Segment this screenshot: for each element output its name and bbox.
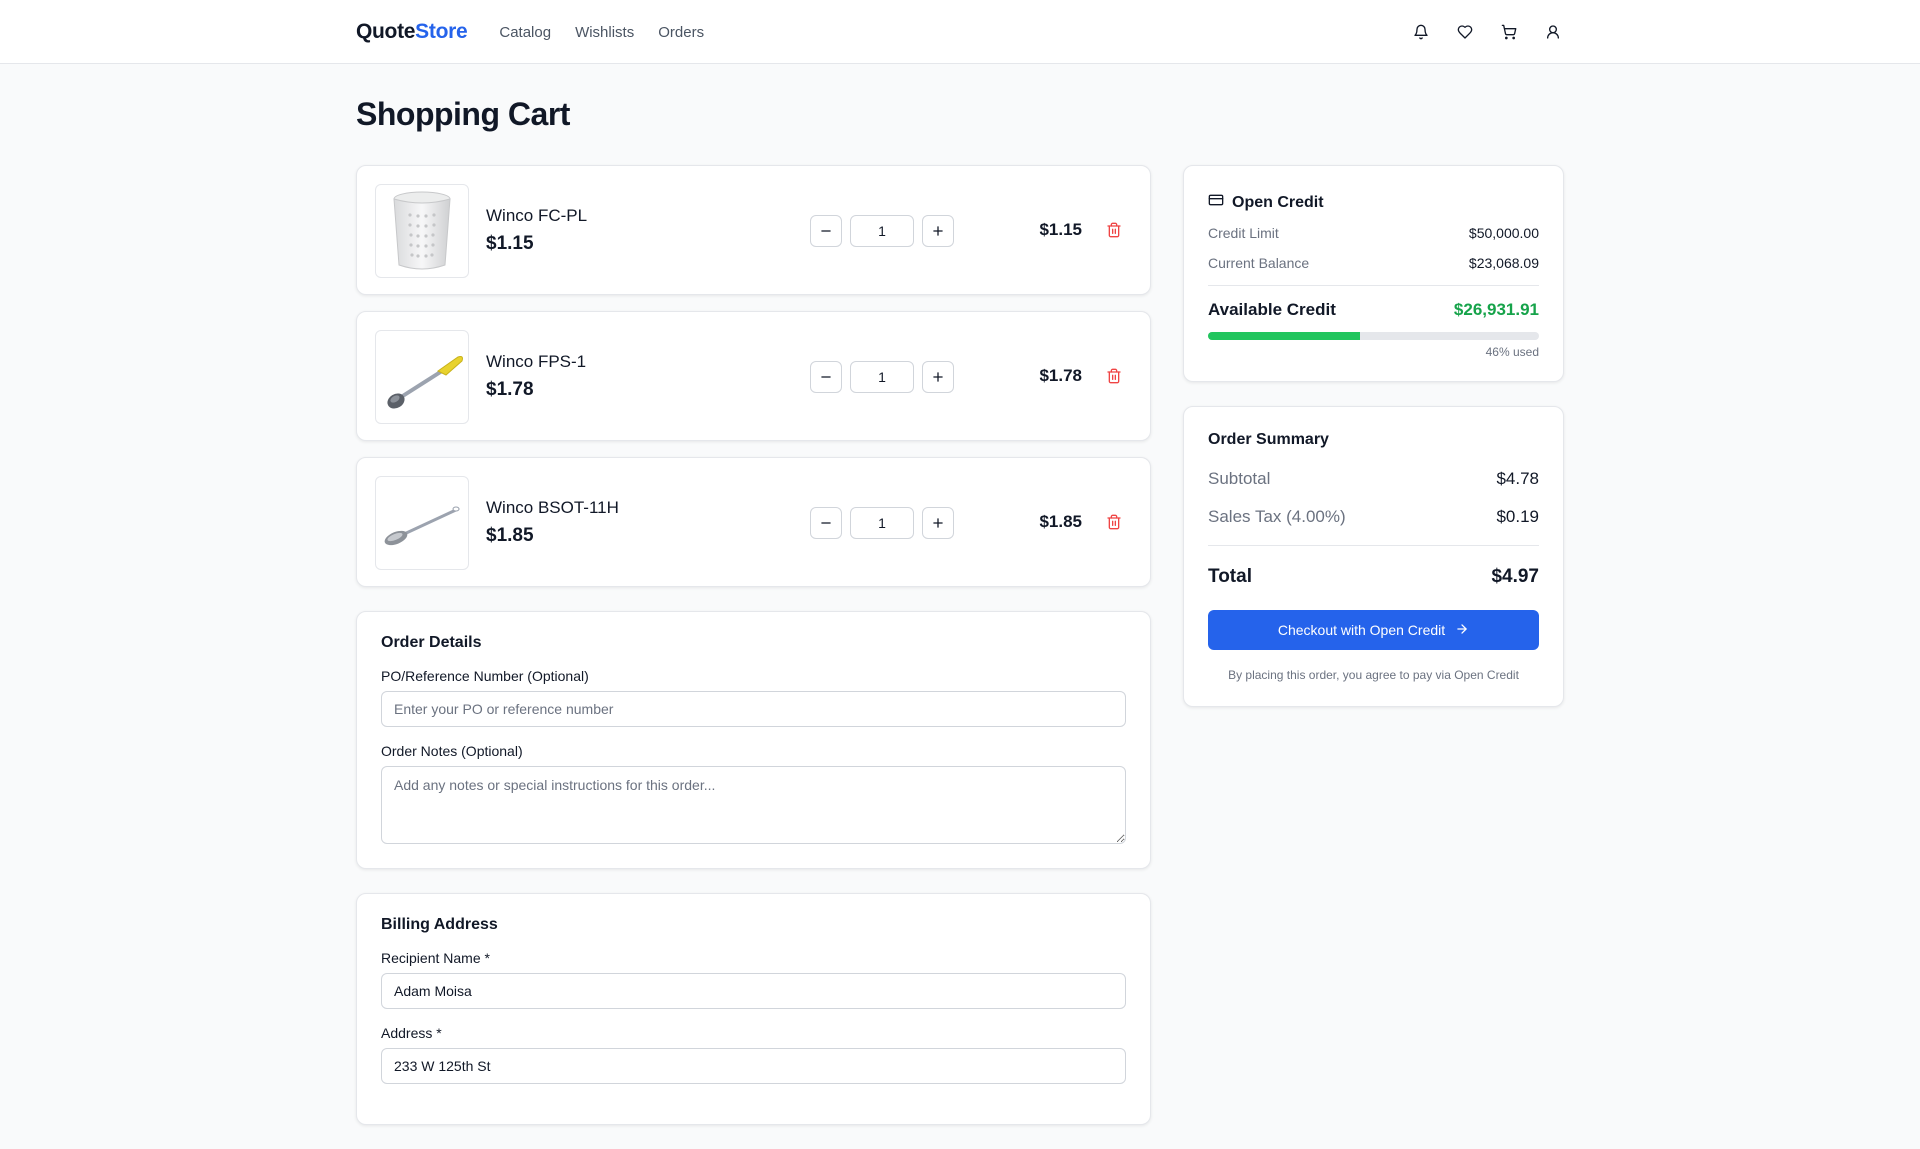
credit-limit-label: Credit Limit bbox=[1208, 225, 1279, 241]
header-icons bbox=[1410, 21, 1564, 43]
order-details-card: Order Details PO/Reference Number (Optio… bbox=[356, 611, 1151, 869]
quantity-input[interactable]: 1 bbox=[850, 215, 914, 247]
open-credit-card: Open Credit Credit Limit $50,000.00 Curr… bbox=[1183, 165, 1564, 382]
bell-icon[interactable] bbox=[1410, 21, 1432, 43]
total-value: $4.97 bbox=[1491, 566, 1539, 587]
cart-icon[interactable] bbox=[1498, 21, 1520, 43]
cart-item: Winco FC-PL $1.15 1 $1.15 bbox=[356, 165, 1151, 295]
order-notes-textarea[interactable] bbox=[381, 766, 1126, 844]
checkout-button[interactable]: Checkout with Open Credit bbox=[1208, 610, 1539, 650]
quantity-stepper: 1 bbox=[810, 215, 954, 247]
logo-accent-text: Store bbox=[415, 20, 468, 43]
address-input[interactable] bbox=[381, 1048, 1126, 1084]
product-image[interactable] bbox=[375, 330, 469, 424]
nav-wishlists[interactable]: Wishlists bbox=[575, 23, 635, 41]
cart-item: Winco BSOT-11H $1.85 1 $1.85 bbox=[356, 457, 1151, 587]
order-summary-title: Order Summary bbox=[1208, 431, 1329, 448]
sales-tax-label: Sales Tax (4.00%) bbox=[1208, 507, 1346, 526]
credit-card-icon bbox=[1208, 192, 1224, 213]
subtotal-value: $4.78 bbox=[1496, 469, 1539, 488]
quantity-stepper: 1 bbox=[810, 507, 954, 539]
divider bbox=[1208, 285, 1539, 286]
product-image[interactable] bbox=[375, 476, 469, 570]
line-total: $1.78 bbox=[1039, 366, 1082, 385]
po-label: PO/Reference Number (Optional) bbox=[381, 668, 589, 684]
recipient-name-input[interactable] bbox=[381, 973, 1126, 1009]
trash-icon[interactable] bbox=[1106, 514, 1124, 532]
quantity-input[interactable]: 1 bbox=[850, 361, 914, 393]
trash-icon[interactable] bbox=[1106, 222, 1124, 240]
checkout-label: Checkout with Open Credit bbox=[1277, 622, 1446, 638]
heart-icon[interactable] bbox=[1454, 21, 1476, 43]
available-credit-value: $26,931.91 bbox=[1453, 300, 1539, 319]
item-name[interactable]: Winco BSOT-11H bbox=[486, 498, 619, 517]
cart-column: Winco FC-PL $1.15 1 $1.15 Winco FPS-1 bbox=[356, 165, 1151, 1149]
item-price: $1.78 bbox=[486, 379, 534, 400]
billing-address-title: Billing Address bbox=[381, 916, 498, 933]
credit-usage-bar bbox=[1208, 332, 1539, 340]
subtotal-label: Subtotal bbox=[1208, 469, 1271, 488]
quantity-stepper: 1 bbox=[810, 361, 954, 393]
item-name[interactable]: Winco FC-PL bbox=[486, 206, 588, 225]
po-reference-input[interactable] bbox=[381, 691, 1126, 727]
checkout-note: By placing this order, you agree to pay … bbox=[1228, 668, 1519, 682]
credit-usage-fill bbox=[1208, 332, 1361, 340]
trash-icon[interactable] bbox=[1106, 368, 1124, 386]
arrow-right-icon bbox=[1455, 622, 1469, 639]
logo[interactable]: QuoteStore bbox=[356, 20, 468, 44]
total-label: Total bbox=[1208, 566, 1252, 587]
sidebar-column: Open Credit Credit Limit $50,000.00 Curr… bbox=[1183, 165, 1564, 707]
logo-text: Quote bbox=[356, 20, 416, 43]
line-total: $1.15 bbox=[1039, 220, 1082, 239]
product-image[interactable] bbox=[375, 184, 469, 278]
address-label: Address * bbox=[381, 1025, 442, 1041]
current-balance-value: $23,068.09 bbox=[1468, 255, 1539, 271]
order-details-title: Order Details bbox=[381, 634, 482, 651]
nav-catalog[interactable]: Catalog bbox=[499, 23, 552, 41]
recipient-name-label: Recipient Name * bbox=[381, 950, 490, 966]
available-credit-label: Available Credit bbox=[1208, 300, 1336, 319]
sales-tax-value: $0.19 bbox=[1496, 507, 1539, 526]
main-nav: Catalog Wishlists Orders bbox=[499, 24, 704, 41]
order-summary-card: Order Summary Subtotal $4.78 Sales Tax (… bbox=[1183, 406, 1564, 707]
current-balance-label: Current Balance bbox=[1208, 255, 1310, 271]
increase-quantity-button[interactable] bbox=[922, 507, 954, 539]
order-notes-label: Order Notes (Optional) bbox=[381, 743, 523, 759]
item-price: $1.85 bbox=[486, 525, 534, 546]
quantity-input[interactable]: 1 bbox=[850, 507, 914, 539]
increase-quantity-button[interactable] bbox=[922, 361, 954, 393]
page-title: Shopping Cart bbox=[356, 96, 570, 132]
cart-item: Winco FPS-1 $1.78 1 $1.78 bbox=[356, 311, 1151, 441]
item-price: $1.15 bbox=[486, 233, 534, 254]
top-navbar: QuoteStore Catalog Wishlists Orders bbox=[0, 0, 1920, 64]
user-icon[interactable] bbox=[1542, 21, 1564, 43]
credit-used-text: 46% used bbox=[1485, 345, 1539, 359]
item-name[interactable]: Winco FPS-1 bbox=[486, 352, 587, 371]
divider bbox=[1208, 545, 1539, 546]
decrease-quantity-button[interactable] bbox=[810, 215, 842, 247]
decrease-quantity-button[interactable] bbox=[810, 361, 842, 393]
increase-quantity-button[interactable] bbox=[922, 215, 954, 247]
nav-orders[interactable]: Orders bbox=[658, 23, 705, 41]
billing-address-card: Billing Address Recipient Name * Address… bbox=[356, 893, 1151, 1125]
open-credit-title: Open Credit bbox=[1232, 193, 1324, 211]
line-total: $1.85 bbox=[1039, 512, 1082, 531]
decrease-quantity-button[interactable] bbox=[810, 507, 842, 539]
credit-limit-value: $50,000.00 bbox=[1468, 225, 1539, 241]
